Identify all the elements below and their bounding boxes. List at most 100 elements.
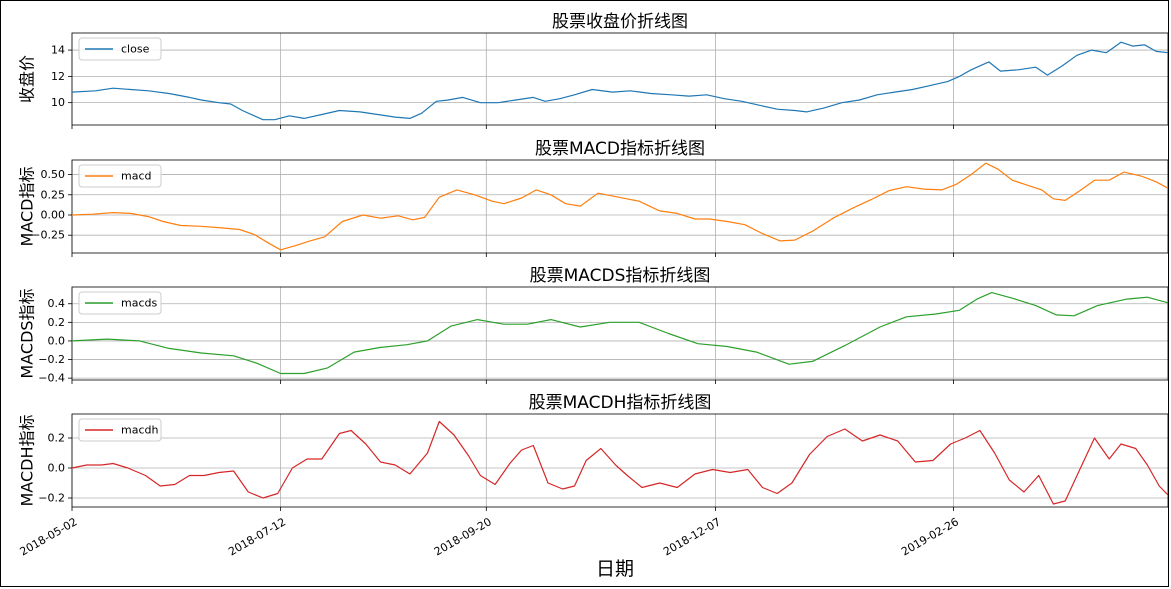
data-point-macds xyxy=(280,373,281,374)
data-point-close xyxy=(448,99,449,100)
data-point-macd xyxy=(924,189,925,190)
legend-box xyxy=(78,164,162,188)
legend: macdh xyxy=(78,418,162,442)
data-point-macdh xyxy=(339,433,340,434)
data-point-close xyxy=(1156,51,1157,52)
y-tick-label: 0.50 xyxy=(41,168,66,181)
data-point-close xyxy=(824,107,825,108)
data-point-close xyxy=(1144,44,1145,45)
data-point-macds xyxy=(1126,299,1127,300)
data-point-macds xyxy=(450,326,451,327)
data-point-macd xyxy=(424,217,425,218)
data-point-macdh xyxy=(101,464,102,465)
x-tick-label: 2018-07-12 xyxy=(226,515,288,558)
data-point-macd xyxy=(1109,180,1110,181)
data-point-macdh xyxy=(994,452,995,453)
data-point-close xyxy=(724,98,725,99)
data-point-macd xyxy=(1167,188,1168,189)
data-point-macd xyxy=(794,240,795,241)
data-point-macdh xyxy=(659,482,660,483)
data-point-macds xyxy=(503,324,504,325)
chart-title: 股票MACDH指标折线图 xyxy=(529,393,712,413)
data-point-macdh xyxy=(1094,437,1095,438)
data-point-macds xyxy=(812,361,813,362)
data-point-close xyxy=(130,89,131,90)
data-point-close xyxy=(274,119,275,120)
data-point-close xyxy=(971,69,972,70)
data-point-close xyxy=(841,102,842,103)
data-point-close xyxy=(545,101,546,102)
data-point-close xyxy=(894,92,895,93)
data-point-macd xyxy=(536,189,537,190)
data-point-macd xyxy=(221,227,222,228)
data-point-close xyxy=(1076,55,1077,56)
data-point-macd xyxy=(456,189,457,190)
data-point-close xyxy=(421,113,422,114)
legend-label: macdh xyxy=(121,424,158,437)
chart-panel-4: 股票MACDH指标折线图 MACDH指标 −0.2 0.0 0.2 macdh xyxy=(18,393,1169,511)
data-point-macdh xyxy=(712,469,713,470)
data-point-macd xyxy=(1012,180,1013,181)
data-point-macds xyxy=(906,316,907,317)
data-point-macd xyxy=(618,197,619,198)
data-point-macd xyxy=(906,186,907,187)
data-point-macds xyxy=(477,319,478,320)
y-axis-label: MACDH指标 xyxy=(18,415,37,507)
series-line-macdh xyxy=(71,420,1169,505)
y-tick-label: 0.4 xyxy=(48,297,66,310)
y-tick-label: 10 xyxy=(51,96,65,109)
data-point-macdh xyxy=(747,469,748,470)
data-point-close xyxy=(168,93,169,94)
data-point-macdh xyxy=(1038,475,1039,476)
data-point-macd xyxy=(474,194,475,195)
data-point-macdh xyxy=(189,475,190,476)
data-point-macdh xyxy=(521,449,522,450)
data-point-macds xyxy=(976,299,977,300)
data-point-close xyxy=(462,97,463,98)
data-point-macdh xyxy=(533,445,534,446)
x-tick-label: 2019-02-26 xyxy=(899,515,961,558)
data-point-macdh xyxy=(71,467,72,468)
data-point-macds xyxy=(327,367,328,368)
y-tick-label: 0.0 xyxy=(48,462,66,475)
data-point-macdh xyxy=(762,487,763,488)
legend-box xyxy=(78,418,162,442)
data-point-macd xyxy=(148,216,149,217)
data-point-macd xyxy=(985,163,986,164)
data-point-macds xyxy=(427,340,428,341)
data-point-close xyxy=(592,89,593,90)
data-point-macds xyxy=(959,310,960,311)
data-point-macd xyxy=(492,201,493,202)
y-tick-label: 0.0 xyxy=(48,334,66,347)
data-point-close xyxy=(1091,50,1092,51)
data-point-close xyxy=(741,101,742,102)
data-point-macd xyxy=(180,225,181,226)
data-point-close xyxy=(480,102,481,103)
data-point-macdh xyxy=(292,467,293,468)
data-point-macd xyxy=(1053,198,1054,199)
data-point-macd xyxy=(659,210,660,211)
series-line-macds xyxy=(71,292,1169,375)
data-point-macdh xyxy=(307,458,308,459)
data-point-macdh xyxy=(380,461,381,462)
data-point-close xyxy=(359,111,360,112)
data-point-macd xyxy=(1026,185,1027,186)
data-point-macd xyxy=(550,194,551,195)
data-point-macd xyxy=(342,221,343,222)
data-point-close xyxy=(339,110,340,111)
data-point-macdh xyxy=(950,443,951,444)
data-point-macdh xyxy=(844,428,845,429)
y-tick-label: 0.00 xyxy=(41,208,66,221)
data-point-macds xyxy=(71,340,72,341)
data-point-macdh xyxy=(979,430,980,431)
data-point-macds xyxy=(935,313,936,314)
data-point-close xyxy=(689,96,690,97)
data-point-macds xyxy=(668,333,669,334)
data-point-macds xyxy=(580,326,581,327)
y-axis-label: MACDS指标 xyxy=(18,288,37,378)
data-point-close xyxy=(254,115,255,116)
data-point-macds xyxy=(697,343,698,344)
data-point-macdh xyxy=(730,472,731,473)
data-point-macd xyxy=(439,197,440,198)
